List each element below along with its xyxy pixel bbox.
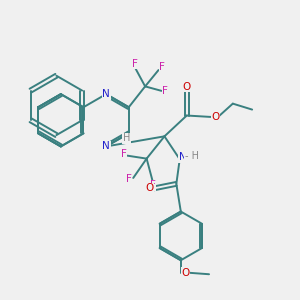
Text: F: F [121, 149, 127, 159]
Text: O: O [182, 268, 190, 278]
Text: H: H [123, 134, 130, 143]
Text: O: O [212, 112, 220, 122]
Text: F: F [150, 180, 155, 190]
Text: F: F [162, 86, 168, 96]
Text: N: N [102, 89, 110, 99]
Text: N: N [102, 141, 110, 152]
Text: N: N [179, 152, 187, 162]
Text: O: O [183, 82, 191, 92]
Text: F: F [159, 62, 165, 72]
Text: - H: - H [185, 151, 199, 160]
Text: O: O [146, 183, 154, 193]
Text: F: F [132, 58, 138, 68]
Text: F: F [126, 174, 132, 184]
